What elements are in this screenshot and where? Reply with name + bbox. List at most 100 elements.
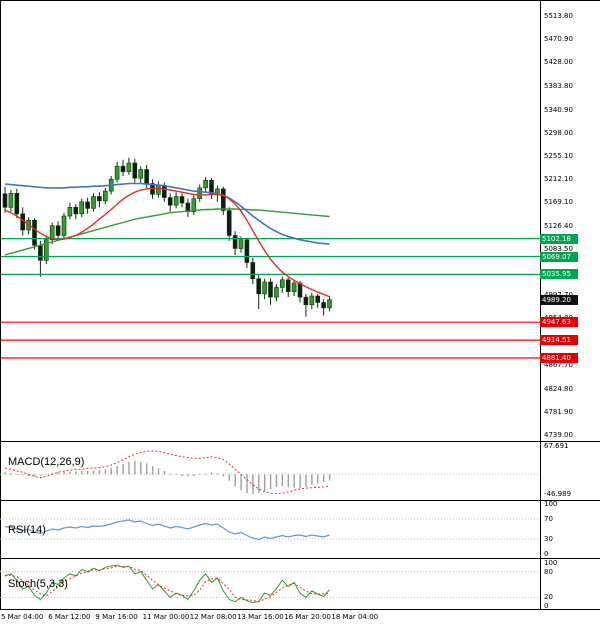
macd-histogram-bar: [305, 474, 307, 487]
rsi-axis-label: 70: [544, 515, 553, 523]
macd-histogram-bar: [87, 471, 89, 475]
candle-body: [126, 162, 132, 172]
price-tick: 4781.90: [544, 407, 573, 416]
macd-axis-label: -46.989: [544, 490, 572, 498]
candle-body: [244, 239, 250, 263]
macd-histogram-bar: [193, 474, 195, 476]
resistance-level-badge: 5102.18: [540, 233, 578, 244]
candle-body: [43, 239, 49, 261]
macd-histogram-bar: [210, 472, 213, 475]
price-tick: 4867.70: [544, 361, 573, 370]
candle-body: [49, 225, 55, 241]
macd-histogram-bar: [311, 474, 313, 486]
date-label: 11 Mar 00:00: [142, 613, 190, 621]
stoch-label: Stoch(5,3,3): [8, 578, 68, 590]
candle-body: [291, 282, 297, 292]
candle-body: [191, 198, 197, 212]
candle-body: [321, 302, 326, 309]
price-tick: 5255.10: [544, 151, 573, 160]
candle-body: [162, 185, 167, 198]
candle-body: [120, 165, 126, 172]
candle-body: [55, 225, 61, 236]
macd-histogram-bar: [328, 474, 331, 481]
macd-histogram-bar: [287, 474, 289, 487]
candle-body: [250, 262, 256, 280]
candle-body: [274, 287, 279, 298]
price-tick: 5383.80: [544, 82, 573, 91]
macd-histogram-bar: [98, 470, 101, 475]
candle-body: [256, 278, 262, 295]
price-tick: 4824.80: [544, 384, 573, 393]
candle-body: [262, 281, 267, 295]
candle-body: [232, 235, 238, 249]
macd-histogram-bar: [28, 474, 30, 476]
macd-histogram-bar: [134, 460, 136, 475]
macd-histogram-bar: [264, 474, 266, 491]
candle-body: [303, 296, 309, 306]
price-tick: 5169.10: [544, 198, 573, 207]
candle-body: [156, 185, 161, 195]
stoch-axis-label: 20: [544, 593, 553, 602]
candle-body: [79, 201, 84, 215]
candle-body: [67, 207, 73, 217]
macd-histogram-bar: [104, 469, 107, 475]
axis-separator-line: [540, 0, 541, 610]
candlestick-chart[interactable]: [0, 0, 540, 441]
stoch-chart[interactable]: [0, 559, 540, 609]
date-label: 13 Mar 16:00: [237, 613, 284, 621]
candle-body: [8, 193, 14, 208]
candle-body: [279, 279, 285, 288]
macd-histogram-bar: [299, 474, 301, 489]
candle-body: [97, 196, 102, 202]
panel-separator: [0, 558, 600, 559]
macd-histogram-bar: [128, 461, 130, 475]
macd-histogram-bar: [81, 471, 83, 475]
stoch-axis-label: 80: [544, 567, 553, 576]
macd-histogram-bar: [228, 474, 230, 481]
macd-histogram-bar: [122, 463, 124, 475]
resistance-level-badge: 5035.95: [540, 269, 578, 280]
candle-body: [103, 190, 108, 202]
frame-left-line: [0, 0, 1, 610]
candle-body: [114, 165, 120, 180]
candle-body: [197, 187, 202, 199]
macd-histogram-bar: [317, 474, 319, 484]
rsi-label: RSI(14): [8, 524, 46, 536]
candle-body: [14, 193, 20, 215]
candle-body: [173, 196, 179, 206]
rsi-axis-label: 30: [544, 535, 553, 543]
candle-body: [61, 215, 67, 236]
price-tick: 5513.80: [544, 12, 573, 20]
candle-body: [285, 279, 291, 292]
price-tick: 5470.90: [544, 35, 573, 44]
macd-histogram-bar: [258, 474, 260, 494]
macd-histogram-bar: [175, 474, 177, 476]
stoch-k-line: [4, 564, 330, 604]
macd-histogram-bar: [157, 468, 160, 475]
candle-body: [327, 299, 332, 309]
support-level-badge: 4881.40: [540, 353, 578, 363]
rsi-chart[interactable]: [0, 501, 540, 557]
macd-histogram-bar: [110, 468, 112, 475]
price-tick: 5212.10: [544, 175, 573, 184]
date-label: 12 Mar 08:00: [189, 613, 237, 621]
price-tick: 5428.00: [544, 58, 573, 67]
candle-body: [138, 169, 143, 179]
price-tick: 5340.90: [544, 105, 573, 114]
macd-histogram-bar: [205, 473, 207, 475]
macd-histogram-bar: [181, 474, 183, 476]
candle-body: [73, 207, 79, 215]
macd-histogram-bar: [69, 471, 71, 475]
candle-body: [315, 295, 321, 303]
price-tick: 4739.00: [544, 431, 573, 439]
macd-axis-label: 67.691: [544, 442, 569, 450]
macd-histogram-bar: [45, 474, 48, 475]
panel-separator: [0, 500, 600, 501]
candle-body: [309, 295, 315, 305]
macd-signal-line: [4, 450, 330, 495]
macd-chart[interactable]: [0, 442, 540, 499]
macd-histogram-bar: [116, 466, 118, 475]
date-label: 9 Mar 16:00: [95, 613, 138, 621]
macd-histogram-bar: [187, 474, 189, 477]
